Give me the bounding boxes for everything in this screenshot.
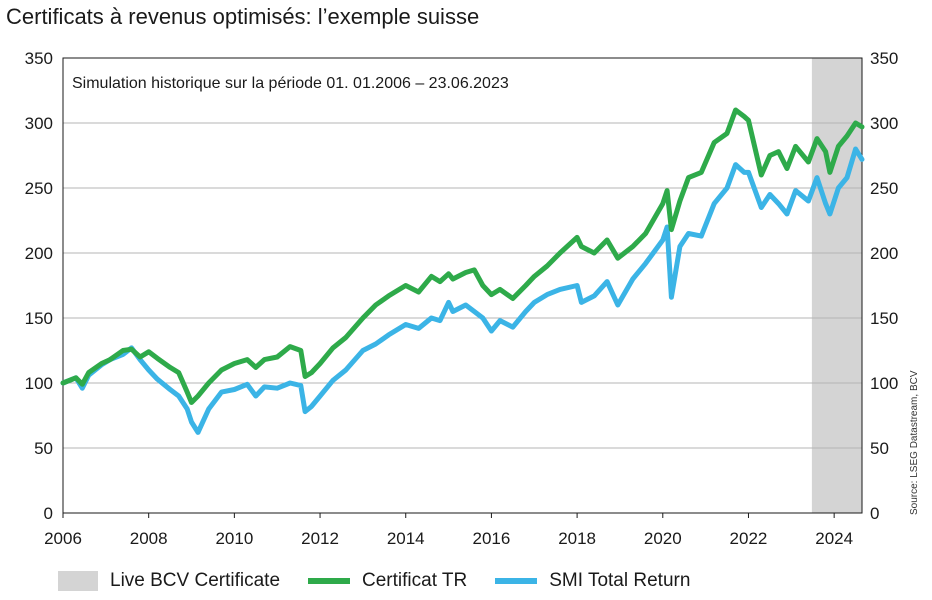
legend-label-smi: SMI Total Return	[549, 570, 691, 591]
legend-item-certificat: Certificat TR	[308, 570, 467, 592]
x-tick-2012: 2012	[301, 529, 339, 548]
legend-item-live: Live BCV Certificate	[58, 570, 280, 592]
y-tick-right-0: 0	[870, 504, 879, 523]
plot-frame	[62, 57, 863, 514]
y-tick-left-250: 250	[25, 179, 53, 198]
y-tick-left-200: 200	[25, 244, 53, 263]
x-tick-2018: 2018	[558, 529, 596, 548]
series-line-certificat-tr	[60, 107, 865, 405]
page-title: Certificats à revenus optimisés: l’exemp…	[6, 4, 480, 29]
legend-label-certificat: Certificat TR	[362, 570, 468, 591]
live-certificate-band	[811, 58, 862, 513]
legend-label-live: Live BCV Certificate	[110, 570, 281, 591]
y-tick-left-150: 150	[25, 309, 53, 328]
legend-item-smi: SMI Total Return	[495, 570, 690, 592]
legend-swatch-smi	[495, 578, 538, 584]
y-tick-right-300: 300	[870, 114, 898, 133]
y-tick-right-250: 250	[870, 179, 898, 198]
x-tick-2016: 2016	[473, 529, 511, 548]
legend: Live BCV Certificate Certificat TR SMI T…	[58, 570, 718, 592]
y-tick-right-350: 350	[870, 49, 898, 68]
y-tick-left-0: 0	[44, 504, 53, 523]
y-tick-left-300: 300	[25, 114, 53, 133]
y-tick-right-50: 50	[870, 439, 889, 458]
series-layer	[60, 107, 865, 435]
source-note: Source: LSEG Datastream, BCV	[909, 370, 920, 515]
chart: 0 0 50 50 100 100 150 150 200 200 250 250 300 300 350 3…	[25, 49, 920, 548]
y-tick-left-100: 100	[25, 374, 53, 393]
x-tick-2006: 2006	[44, 529, 82, 548]
y-tick-left-50: 50	[34, 439, 53, 458]
x-tick-2022: 2022	[730, 529, 768, 548]
x-tick-2020: 2020	[644, 529, 682, 548]
x-tick-2008: 2008	[130, 529, 168, 548]
x-tick-2014: 2014	[387, 529, 425, 548]
y-tick-right-200: 200	[870, 244, 898, 263]
x-tick-2024: 2024	[815, 529, 853, 548]
legend-swatch-certificat	[308, 578, 351, 584]
y-tick-left-350: 350	[25, 49, 53, 68]
series-line-smi-total-return	[60, 146, 865, 435]
x-tick-2010: 2010	[215, 529, 253, 548]
period-annotation: Simulation historique sur la période 01.…	[72, 75, 509, 92]
axis-ticks: 0 0 50 50 100 100 150 150 200 200 250 250 300 300 350 3…	[25, 49, 899, 548]
y-tick-right-100: 100	[870, 374, 898, 393]
y-tick-right-150: 150	[870, 309, 898, 328]
legend-swatch-live	[58, 571, 98, 591]
